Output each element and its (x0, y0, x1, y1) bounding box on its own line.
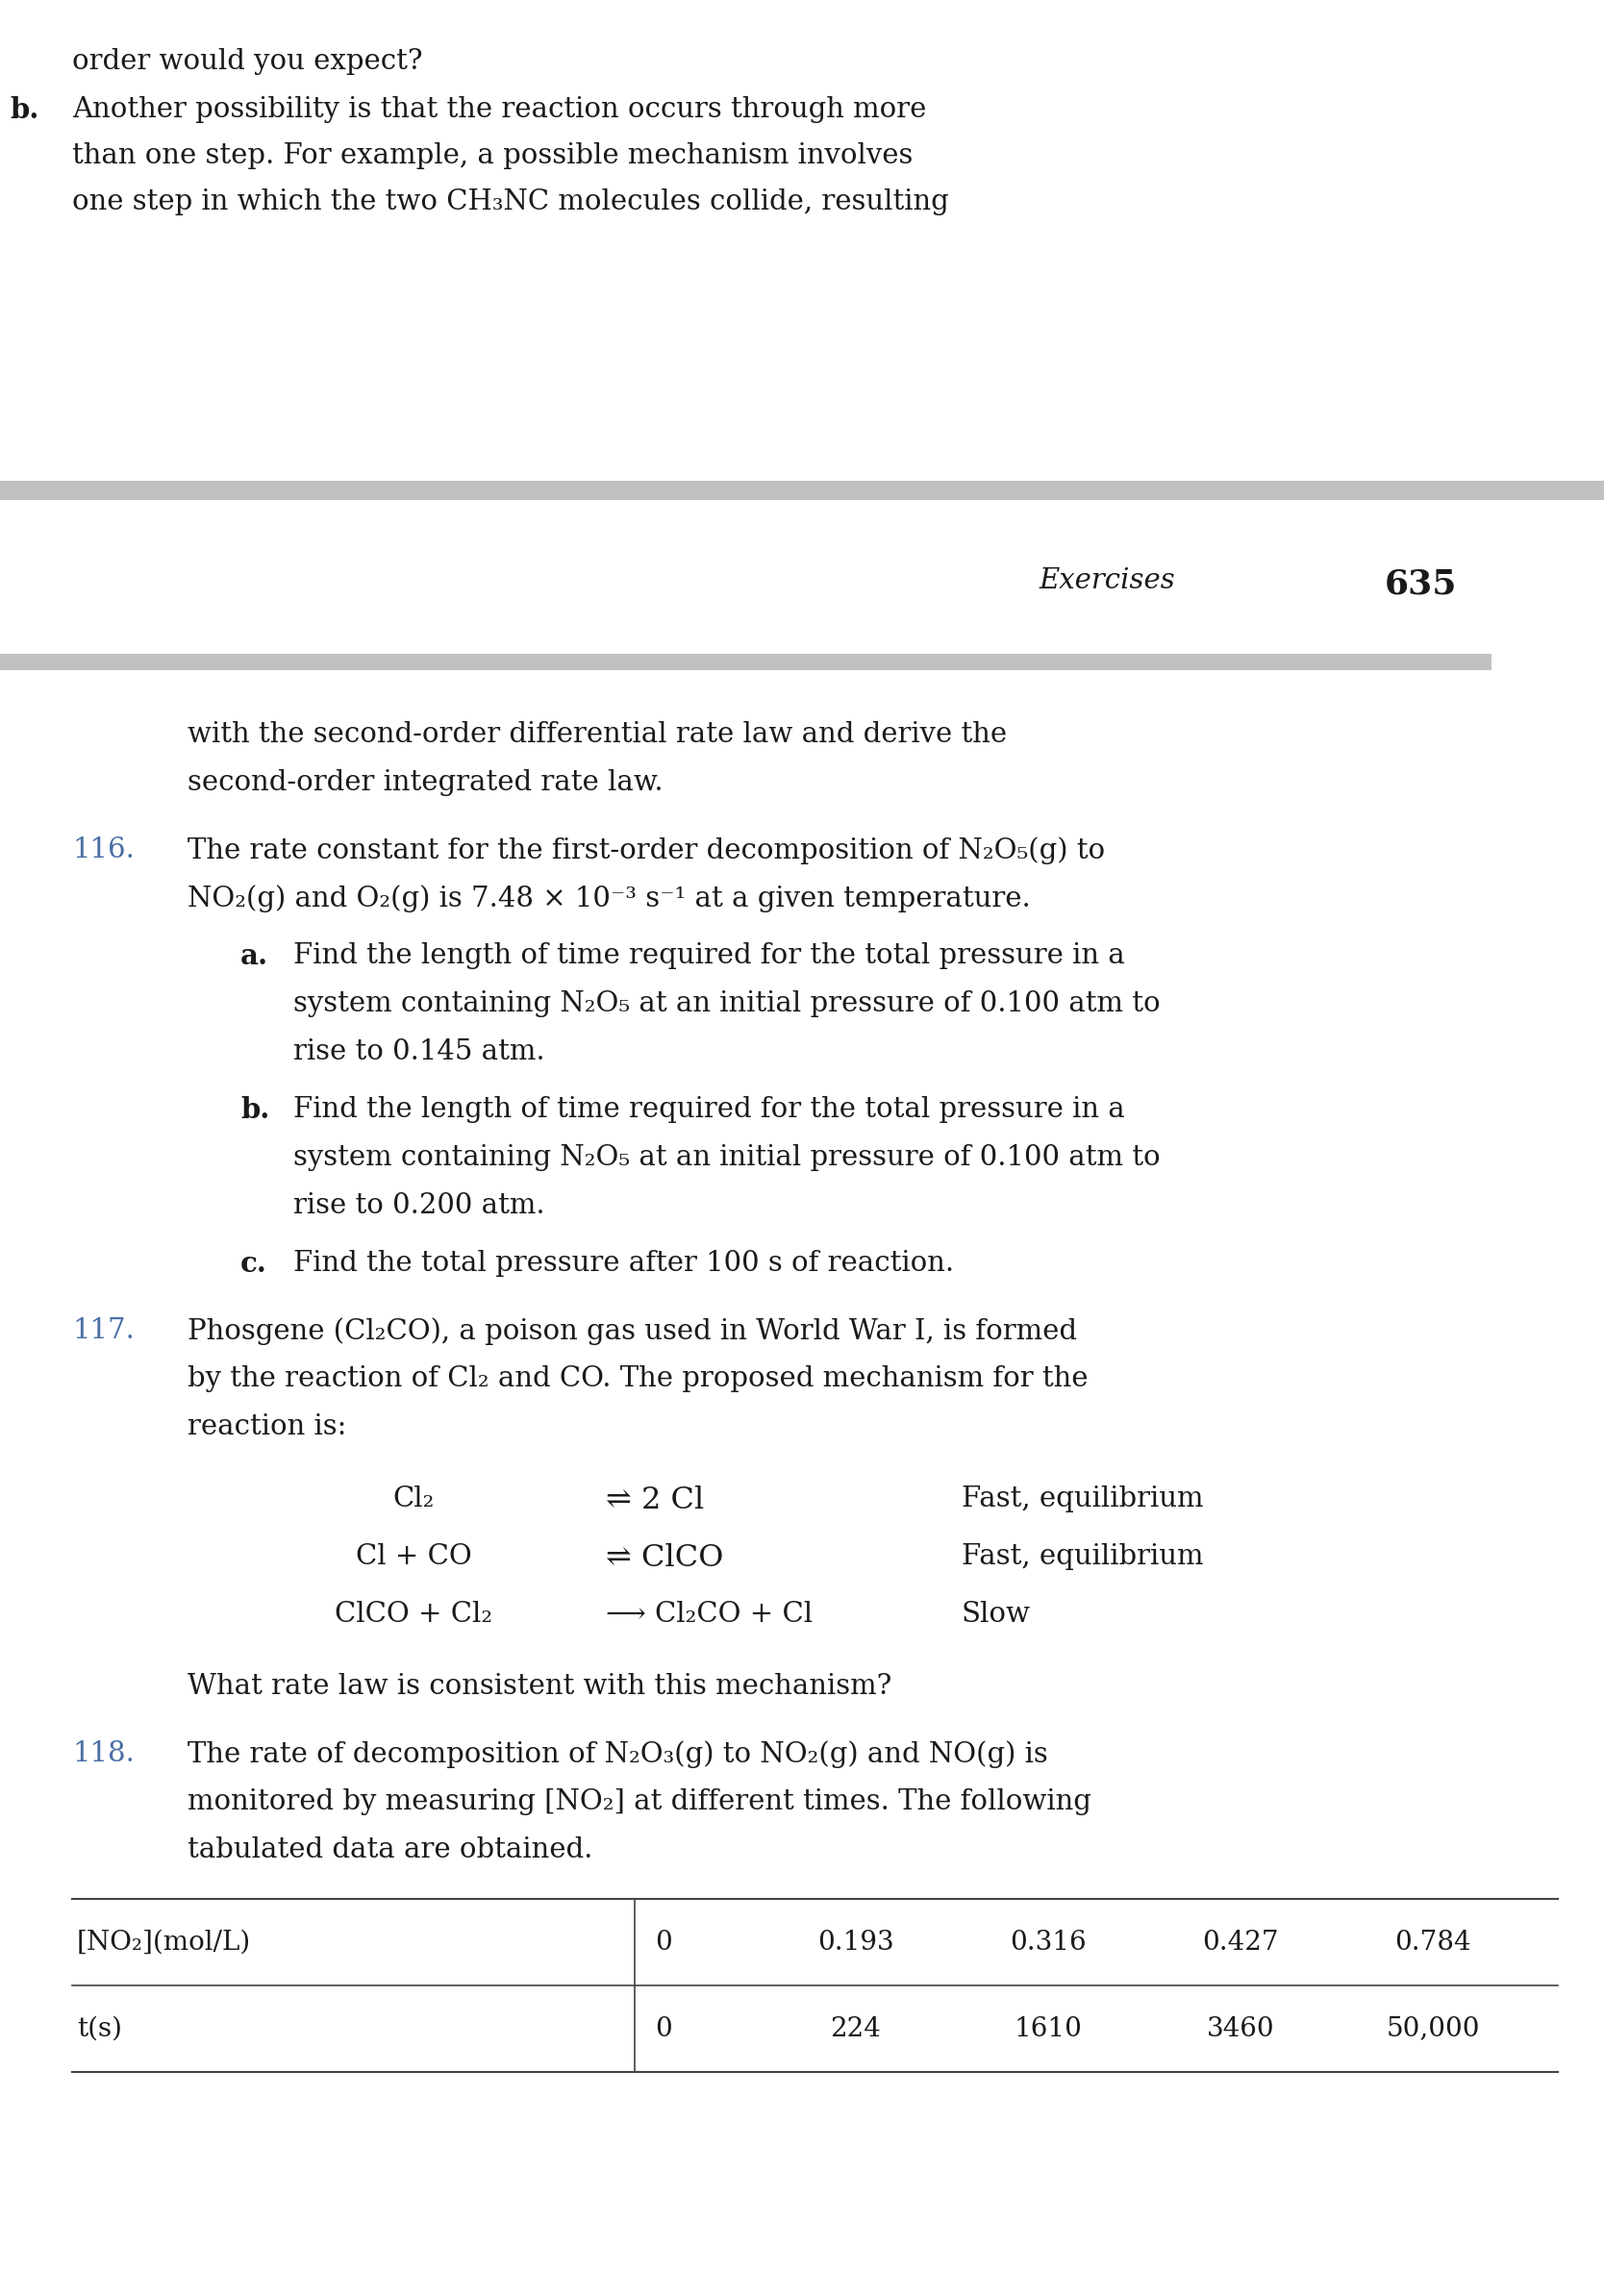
Text: Another possibility is that the reaction occurs through more: Another possibility is that the reaction… (72, 96, 927, 124)
Text: 0.427: 0.427 (1203, 1929, 1278, 1956)
Text: Find the length of time required for the total pressure in a: Find the length of time required for the… (294, 941, 1124, 969)
Text: c.: c. (241, 1249, 268, 1279)
Text: t(s): t(s) (77, 2016, 122, 2041)
Text: b.: b. (241, 1095, 269, 1125)
Text: second-order integrated rate law.: second-order integrated rate law. (188, 769, 662, 797)
Bar (0, 480, 1604, 501)
Text: monitored by measuring [NO₂] at different times. The following: monitored by measuring [NO₂] at differen… (188, 1789, 1091, 1816)
Text: one step in which the two CH₃NC molecules collide, resulting: one step in which the two CH₃NC molecule… (72, 188, 950, 216)
Text: 0.784: 0.784 (1394, 1929, 1471, 1956)
Text: rise to 0.145 atm.: rise to 0.145 atm. (294, 1038, 545, 1065)
Text: Fast, equilibrium: Fast, equilibrium (962, 1486, 1203, 1513)
Text: Find the length of time required for the total pressure in a: Find the length of time required for the… (294, 1095, 1124, 1123)
Text: Slow: Slow (962, 1600, 1031, 1628)
Text: 3460: 3460 (1206, 2016, 1275, 2041)
Text: a.: a. (241, 941, 268, 971)
Text: 0: 0 (654, 1929, 672, 1956)
Text: ClCO + Cl₂: ClCO + Cl₂ (335, 1600, 492, 1628)
Text: ⇌ ClCO: ⇌ ClCO (606, 1543, 723, 1573)
Text: The rate of decomposition of N₂O₃(g) to NO₂(g) and NO(g) is: The rate of decomposition of N₂O₃(g) to … (188, 1740, 1047, 1768)
Text: Cl₂: Cl₂ (393, 1486, 435, 1513)
Text: system containing N₂O₅ at an initial pressure of 0.100 atm to: system containing N₂O₅ at an initial pre… (294, 990, 1160, 1017)
Text: 0: 0 (654, 2016, 672, 2041)
Text: 224: 224 (831, 2016, 881, 2041)
Text: Fast, equilibrium: Fast, equilibrium (962, 1543, 1203, 1570)
Text: rise to 0.200 atm.: rise to 0.200 atm. (294, 1192, 545, 1219)
Bar (0, 654, 1492, 670)
Text: 50,000: 50,000 (1386, 2016, 1480, 2041)
Text: ⟶ Cl₂CO + Cl: ⟶ Cl₂CO + Cl (606, 1600, 813, 1628)
Text: by the reaction of Cl₂ and CO. The proposed mechanism for the: by the reaction of Cl₂ and CO. The propo… (188, 1366, 1088, 1391)
Text: 118.: 118. (72, 1740, 135, 1768)
Text: ⇌ 2 Cl: ⇌ 2 Cl (606, 1486, 704, 1515)
Text: NO₂(g) and O₂(g) is 7.48 × 10⁻³ s⁻¹ at a given temperature.: NO₂(g) and O₂(g) is 7.48 × 10⁻³ s⁻¹ at a… (188, 884, 1031, 912)
Text: 0.193: 0.193 (818, 1929, 893, 1956)
Text: b.: b. (10, 96, 38, 124)
Text: What rate law is consistent with this mechanism?: What rate law is consistent with this me… (188, 1674, 892, 1699)
Text: 635: 635 (1384, 567, 1458, 599)
Text: order would you expect?: order would you expect? (72, 48, 422, 76)
Text: with the second-order differential rate law and derive the: with the second-order differential rate … (188, 721, 1007, 748)
Text: system containing N₂O₅ at an initial pressure of 0.100 atm to: system containing N₂O₅ at an initial pre… (294, 1143, 1160, 1171)
Text: Find the total pressure after 100 s of reaction.: Find the total pressure after 100 s of r… (294, 1249, 954, 1277)
Text: 1610: 1610 (1014, 2016, 1083, 2041)
Text: reaction is:: reaction is: (188, 1414, 346, 1440)
Text: Cl + CO: Cl + CO (356, 1543, 472, 1570)
Text: 117.: 117. (72, 1318, 135, 1343)
Text: tabulated data are obtained.: tabulated data are obtained. (188, 1837, 593, 1864)
Text: [NO₂](mol/L): [NO₂](mol/L) (77, 1929, 252, 1956)
Text: Phosgene (Cl₂CO), a poison gas used in World War I, is formed: Phosgene (Cl₂CO), a poison gas used in W… (188, 1318, 1076, 1345)
Text: Exercises: Exercises (1038, 567, 1174, 595)
Text: The rate constant for the first-order decomposition of N₂O₅(g) to: The rate constant for the first-order de… (188, 836, 1105, 863)
Text: 0.316: 0.316 (1011, 1929, 1086, 1956)
Text: 116.: 116. (72, 836, 135, 863)
Text: than one step. For example, a possible mechanism involves: than one step. For example, a possible m… (72, 142, 913, 170)
